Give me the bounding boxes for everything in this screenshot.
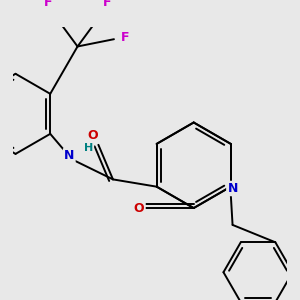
Text: H: H <box>84 143 93 153</box>
Text: F: F <box>44 0 53 9</box>
Text: N: N <box>227 182 238 195</box>
Text: O: O <box>134 202 144 214</box>
Text: N: N <box>64 149 74 162</box>
Text: F: F <box>121 31 129 44</box>
Text: O: O <box>88 129 98 142</box>
Text: F: F <box>102 0 111 9</box>
